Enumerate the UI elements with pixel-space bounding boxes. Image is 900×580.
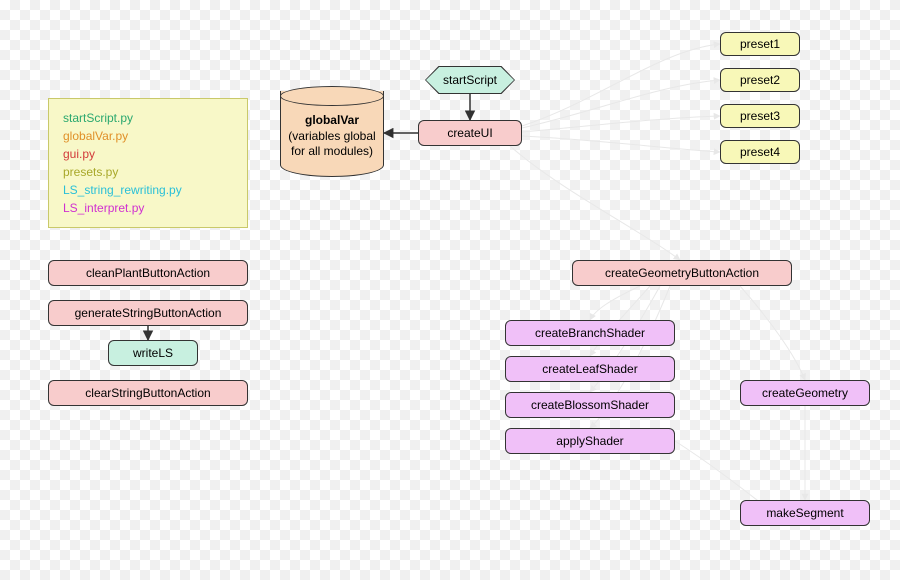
edge-createGeomBtn-branchShader: [590, 286, 640, 320]
legend-item: LS_interpret.py: [63, 199, 233, 217]
node-createUI: createUI: [418, 120, 522, 146]
node-preset3: preset3: [720, 104, 800, 128]
edge-createUI-preset1: [522, 44, 720, 126]
edge-createUI-preset3: [522, 116, 720, 132]
legend-item: globalVar.py: [63, 127, 233, 145]
edge-createUI-preset2: [522, 80, 720, 128]
node-applyShader: applyShader: [505, 428, 675, 454]
flowchart-diagram: startScript.pyglobalVar.pygui.pypresets.…: [0, 0, 900, 580]
node-clearStr: clearStringButtonAction: [48, 380, 248, 406]
edge-createGeomBtn-createGeom: [740, 286, 805, 380]
node-createGeomBtn: createGeometryButtonAction: [572, 260, 792, 286]
legend-item: startScript.py: [63, 109, 233, 127]
node-preset4: preset4: [720, 140, 800, 164]
node-globalVar: globalVar(variables global for all modul…: [280, 86, 384, 182]
edge-createUI-createGeomBtn: [510, 146, 680, 260]
file-legend: startScript.pyglobalVar.pygui.pypresets.…: [48, 98, 248, 228]
legend-item: LS_string_rewriting.py: [63, 181, 233, 199]
node-preset2: preset2: [720, 68, 800, 92]
edge-createUI-preset4: [522, 136, 720, 152]
node-blossomShader: createBlossomShader: [505, 392, 675, 418]
legend-item: gui.py: [63, 145, 233, 163]
node-generateStr: generateStringButtonAction: [48, 300, 248, 326]
node-createGeom: createGeometry: [740, 380, 870, 406]
legend-item: presets.py: [63, 163, 233, 181]
node-branchShader: createBranchShader: [505, 320, 675, 346]
node-leafShader: createLeafShader: [505, 356, 675, 382]
node-startScript: startScript: [425, 66, 515, 94]
node-preset1: preset1: [720, 32, 800, 56]
node-makeSegment: makeSegment: [740, 500, 870, 526]
node-cleanPlant: cleanPlantButtonAction: [48, 260, 248, 286]
node-writeLS: writeLS: [108, 340, 198, 366]
